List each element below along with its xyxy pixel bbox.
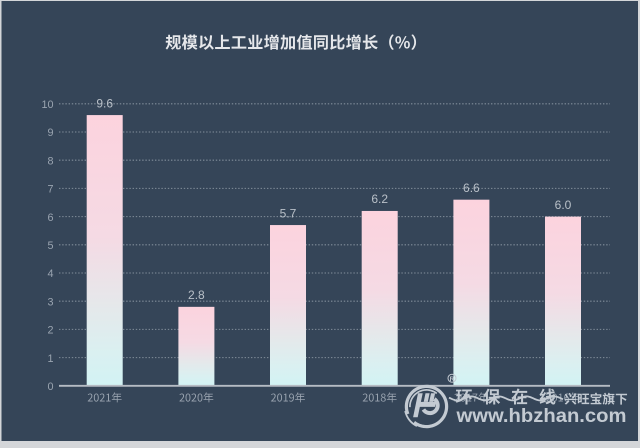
svg-text:6.6: 6.6 (463, 181, 480, 195)
svg-text:10: 10 (41, 99, 53, 111)
svg-text:4: 4 (47, 268, 53, 280)
svg-text:9: 9 (47, 127, 53, 139)
svg-text:7: 7 (47, 184, 53, 196)
svg-text:6.0: 6.0 (555, 198, 572, 212)
svg-text:6.2: 6.2 (371, 192, 388, 206)
svg-text:2.8: 2.8 (188, 288, 205, 302)
svg-text:8: 8 (47, 155, 53, 167)
svg-text:1: 1 (47, 353, 53, 365)
svg-text:3: 3 (47, 296, 53, 308)
svg-text:2: 2 (47, 325, 53, 337)
svg-text:5: 5 (47, 240, 53, 252)
svg-text:R: R (450, 376, 455, 383)
svg-text:6: 6 (47, 212, 53, 224)
svg-text:5.7: 5.7 (280, 206, 297, 220)
svg-text:www.hbzhan.com: www.hbzhan.com (455, 405, 626, 427)
svg-text:0: 0 (47, 381, 53, 393)
svg-text:9.6: 9.6 (96, 96, 113, 110)
